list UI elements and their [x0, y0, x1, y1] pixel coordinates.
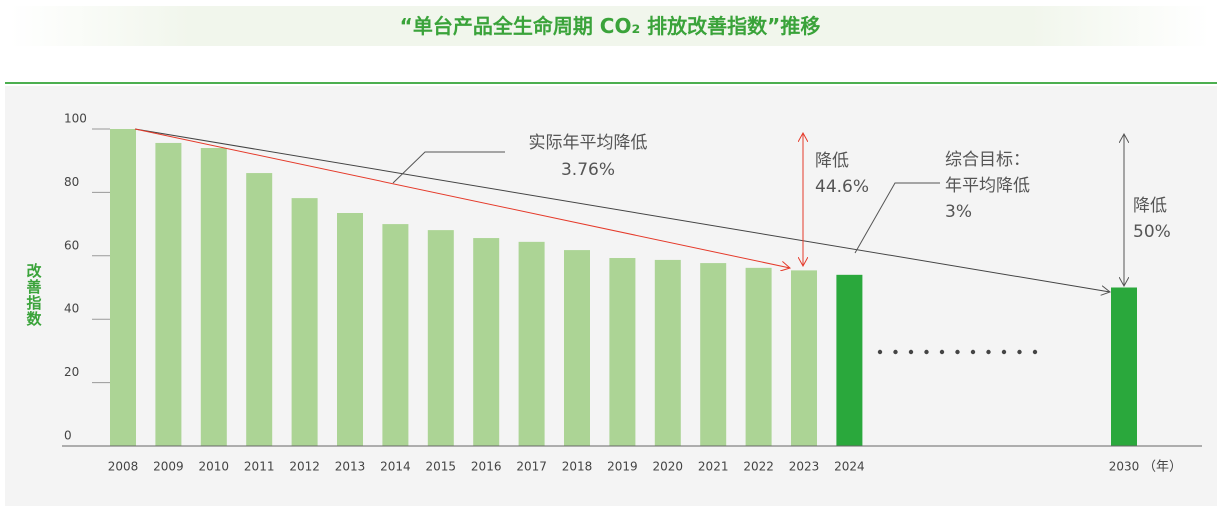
annotation: 年平均降低	[945, 176, 1030, 196]
y-tick-label: 80	[64, 175, 79, 189]
title-rule	[5, 82, 1217, 84]
ellipsis-dots	[877, 349, 1038, 355]
annotation: 3%	[945, 202, 972, 222]
x-tick-label: 2015	[426, 460, 457, 474]
y-tick-label: 0	[64, 429, 72, 443]
y-tick-label: 40	[64, 302, 79, 316]
bar	[609, 258, 636, 446]
annotation: 降低	[815, 151, 849, 171]
x-tick-label: 2023	[789, 460, 820, 474]
y-tick-label: 60	[64, 238, 79, 252]
bar	[745, 267, 772, 446]
annotation: 3.76%	[561, 160, 615, 180]
x-tick-label: 2019	[607, 460, 638, 474]
bar	[700, 263, 727, 446]
bar	[836, 274, 863, 446]
target-trend-line	[134, 128, 1110, 292]
y-tick-label: 20	[64, 365, 79, 379]
x-tick-label: 2017	[516, 460, 547, 474]
leader-line	[854, 182, 940, 254]
x-tick-label: 2008	[108, 460, 139, 474]
x-tick-label: 2016	[471, 460, 502, 474]
x-tick-label: 2030	[1109, 460, 1140, 474]
bar	[518, 241, 545, 446]
leader-line	[392, 151, 505, 184]
bar	[1111, 287, 1137, 446]
x-tick-label: 2011	[244, 460, 275, 474]
bar	[564, 250, 590, 446]
x-tick-label: 2012	[289, 460, 320, 474]
x-tick-label: 2014	[380, 460, 411, 474]
x-tick-label: 2010	[199, 460, 230, 474]
y-tick-label: 100	[64, 112, 87, 126]
x-tick-label: 2009	[153, 460, 184, 474]
bar	[427, 230, 454, 446]
y-axis-label: 改善指数	[25, 262, 43, 327]
bar	[473, 238, 500, 446]
annotation: 降低	[1133, 196, 1167, 216]
x-axis-unit: （年）	[1143, 460, 1182, 475]
annotation: 综合目标：	[945, 150, 1030, 170]
actual-trend-line	[134, 128, 790, 268]
annotation: 44.6%	[815, 177, 869, 197]
bar	[155, 142, 182, 446]
x-tick-label: 2024	[834, 460, 865, 474]
bar	[291, 198, 318, 446]
x-tick-label: 2020	[653, 460, 684, 474]
annotation: 实际年平均降低	[529, 133, 648, 153]
chart-title: “单台产品全生命周期 CO₂ 排放改善指数”推移	[10, 6, 1210, 46]
bar	[246, 173, 273, 447]
x-tick-label: 2018	[562, 460, 593, 474]
bar	[337, 213, 363, 446]
bar	[382, 224, 409, 446]
x-tick-label: 2021	[698, 460, 729, 474]
bar	[110, 129, 136, 446]
x-tick-label: 2022	[743, 460, 774, 474]
x-tick-label: 2013	[335, 460, 366, 474]
annotation: 50%	[1133, 222, 1171, 242]
bar	[654, 259, 681, 446]
bar	[200, 148, 227, 446]
bar	[791, 270, 817, 446]
